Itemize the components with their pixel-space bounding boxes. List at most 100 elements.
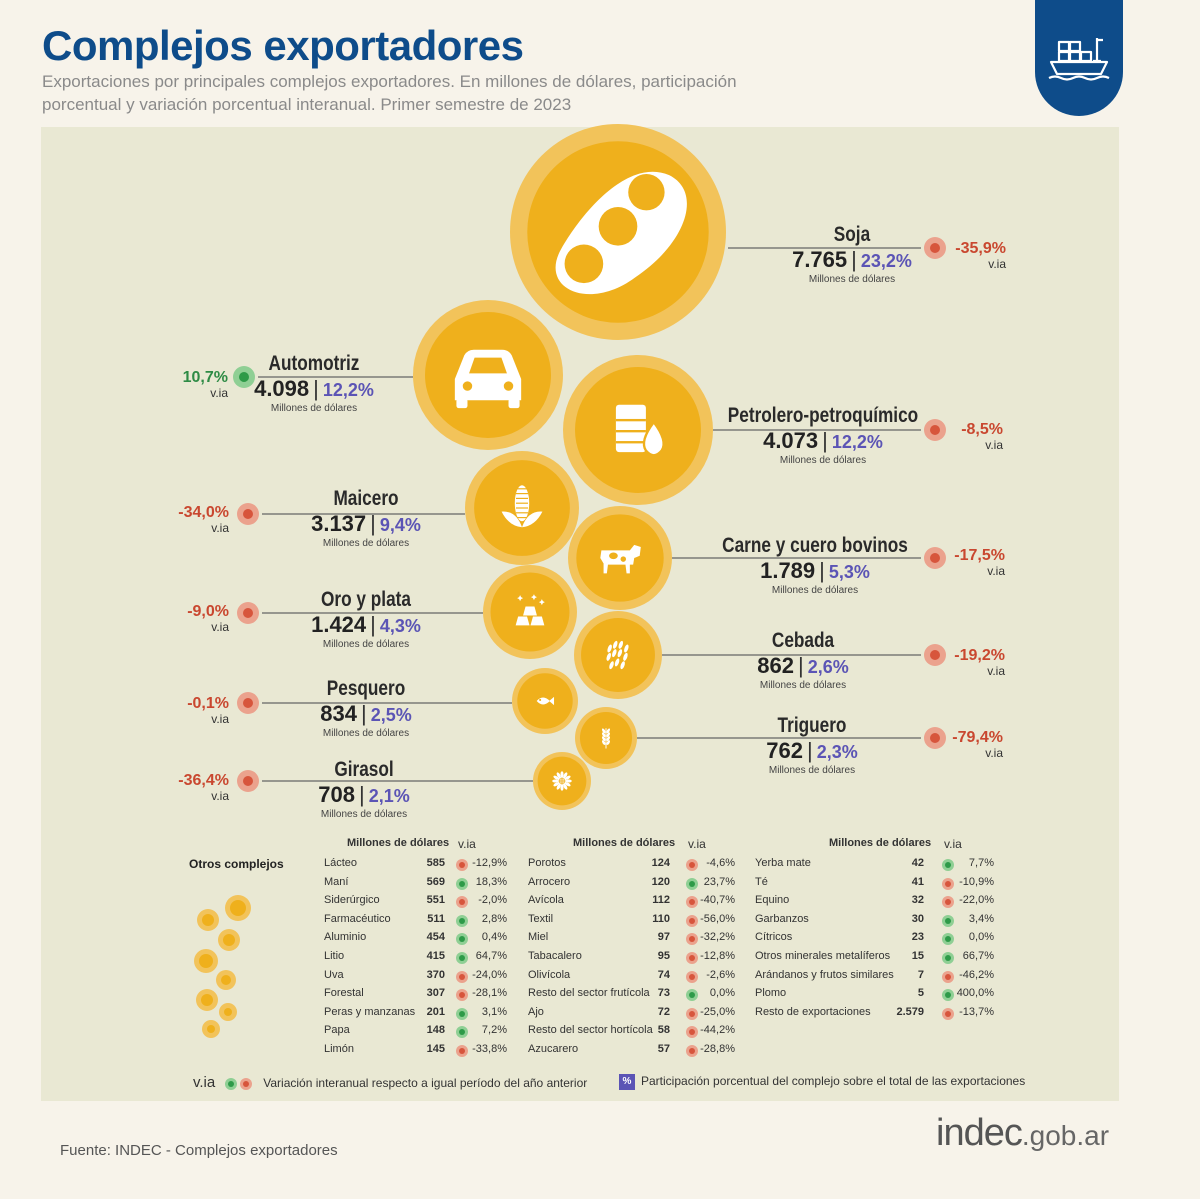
- row-value: 2.579: [896, 1005, 924, 1018]
- row-name: Limón: [324, 1043, 354, 1055]
- row-value: 5: [917, 987, 924, 1000]
- legend-share-text: Participación porcentual del complejo so…: [641, 1074, 1026, 1089]
- legend-via: v.ia Variación interanual respecto a igu…: [193, 1074, 587, 1091]
- row-via: -33,8%: [472, 1043, 507, 1055]
- via-value: -17,5%: [954, 547, 1005, 564]
- series-via: -19,2% v.ia: [925, 647, 1005, 678]
- via-value: -19,2%: [954, 647, 1005, 664]
- row-via-dot: [942, 859, 954, 871]
- via-label: v.ia: [211, 712, 229, 726]
- row-via-dot: [456, 952, 468, 964]
- series-unit: Millones de dólares: [779, 455, 867, 466]
- row-via-dot: [456, 877, 468, 890]
- series-unit: Millones de dólares: [322, 538, 410, 549]
- otros-title: Otros complejos: [189, 857, 284, 871]
- series-name: Petrolero-petroquímico: [727, 404, 919, 427]
- bubble-triguero: [575, 707, 946, 769]
- series-label: Petrolero-petroquímico 4.073 | 12,2% Millo…: [673, 404, 973, 466]
- row-value: 415: [426, 950, 445, 962]
- row-name: Té: [755, 875, 768, 888]
- series-name: Carne y cuero bovinos: [722, 534, 908, 557]
- row-via-dot: [686, 989, 698, 1002]
- legend-share-box: %: [619, 1074, 635, 1090]
- row-name: Papa: [324, 1024, 350, 1037]
- series-via: -8,5% v.ia: [923, 421, 1003, 452]
- wheat-icon: [601, 728, 611, 749]
- via-value: -35,9%: [955, 240, 1006, 257]
- row-via: 2,8%: [481, 912, 507, 925]
- corn-icon: [501, 485, 543, 528]
- via-value: -9,0%: [187, 603, 229, 620]
- row-via-dot: [942, 989, 954, 1002]
- series-label: Automotriz 4.098 | 12,2% Millones de dólar…: [164, 352, 464, 414]
- row-via: 3,4%: [968, 912, 994, 925]
- via-label: v.ia: [211, 521, 229, 535]
- fish-icon: [536, 696, 555, 706]
- row-via-dot: [686, 970, 698, 983]
- table-row: Porotos 124 -4,6%: [0, 857, 1100, 875]
- series-value: 834: [320, 701, 357, 726]
- row-value: 15: [911, 950, 924, 962]
- series-label: Cebada 862 | 2,6% Millones de dólares: [653, 629, 953, 691]
- series-via: -34,0% v.ia: [149, 504, 229, 535]
- row-via: -25,0%: [700, 1005, 735, 1018]
- series-share: 2,6%: [807, 657, 849, 677]
- row-value: 201: [426, 1005, 445, 1018]
- row-name: Otros minerales metalíferos: [755, 950, 891, 962]
- bubble-oro-y-plata: [237, 565, 577, 659]
- row-via-dot: [456, 859, 468, 871]
- table-row: Arrocero 120 23,7%: [0, 876, 1100, 894]
- table-row: Olivícola 74 -2,6%: [0, 969, 1100, 987]
- series-via: -9,0% v.ia: [149, 603, 229, 634]
- table-row: Miel 97 -32,2%: [0, 931, 1100, 949]
- row-via: -22,0%: [959, 894, 994, 907]
- row-via-dot: [456, 989, 468, 1002]
- series-name: Girasol: [334, 758, 394, 781]
- row-via: 64,7%: [475, 950, 507, 962]
- table-row: Litio 415 64,7%: [0, 950, 1100, 968]
- bubble-petrolero-petroqu-mico: [563, 355, 946, 505]
- sunflower-icon: [552, 771, 572, 791]
- col-header-via: v.ia: [688, 837, 706, 851]
- table-row: Otros minerales metalíferos 15 66,7%: [0, 950, 1100, 968]
- via-value: -0,1%: [187, 695, 229, 712]
- otros-decorative-bubbles: [194, 895, 251, 1038]
- row-name: Avícola: [528, 894, 564, 907]
- series-unit: Millones de dólares: [759, 680, 847, 691]
- row-value: 57: [657, 1043, 670, 1055]
- row-name: Textil: [528, 912, 554, 925]
- table-row: Equino 32 -22,0%: [0, 894, 1100, 912]
- row-via: -10,9%: [959, 875, 994, 888]
- series-share: 12,2%: [831, 432, 883, 452]
- row-name: Arándanos y frutos similares: [755, 968, 894, 981]
- series-value: 4.073: [763, 428, 819, 453]
- row-via: -4,6%: [706, 857, 735, 869]
- via-value: 10,7%: [182, 369, 228, 386]
- series-unit: Millones de dólares: [320, 809, 408, 820]
- row-via-dot: [456, 1045, 468, 1057]
- series-name: Soja: [833, 223, 871, 246]
- table-row: Farmacéutico 511 2,8%: [0, 913, 1100, 931]
- row-via: 0,0%: [968, 931, 994, 944]
- indec-logo: indec.gob.ar: [936, 1112, 1110, 1154]
- row-value: 42: [911, 857, 924, 869]
- row-via: 7,2%: [481, 1024, 507, 1037]
- via-label: v.ia: [210, 386, 228, 400]
- table-row: Resto de exportaciones 2.579 -13,7%: [0, 1006, 1100, 1024]
- row-name: Miel: [528, 931, 549, 944]
- series-share: 5,3%: [828, 562, 870, 582]
- row-via-dot: [686, 1045, 698, 1057]
- series-name: Automotriz: [268, 352, 360, 375]
- row-value: 148: [426, 1024, 445, 1037]
- row-value: 32: [911, 894, 924, 907]
- row-value: 23: [911, 931, 924, 944]
- row-name: Tabacalero: [528, 950, 582, 962]
- series-via: 10,7% v.ia: [148, 369, 228, 400]
- table-row: Tabacalero 95 -12,8%: [0, 950, 1100, 968]
- table-row: Lácteo 585 -12,9%: [0, 857, 1100, 875]
- gold-bars-icon: [515, 594, 545, 626]
- series-name: Triguero: [777, 714, 847, 737]
- row-name: Plomo: [755, 987, 787, 1000]
- series-share: 9,4%: [379, 515, 421, 535]
